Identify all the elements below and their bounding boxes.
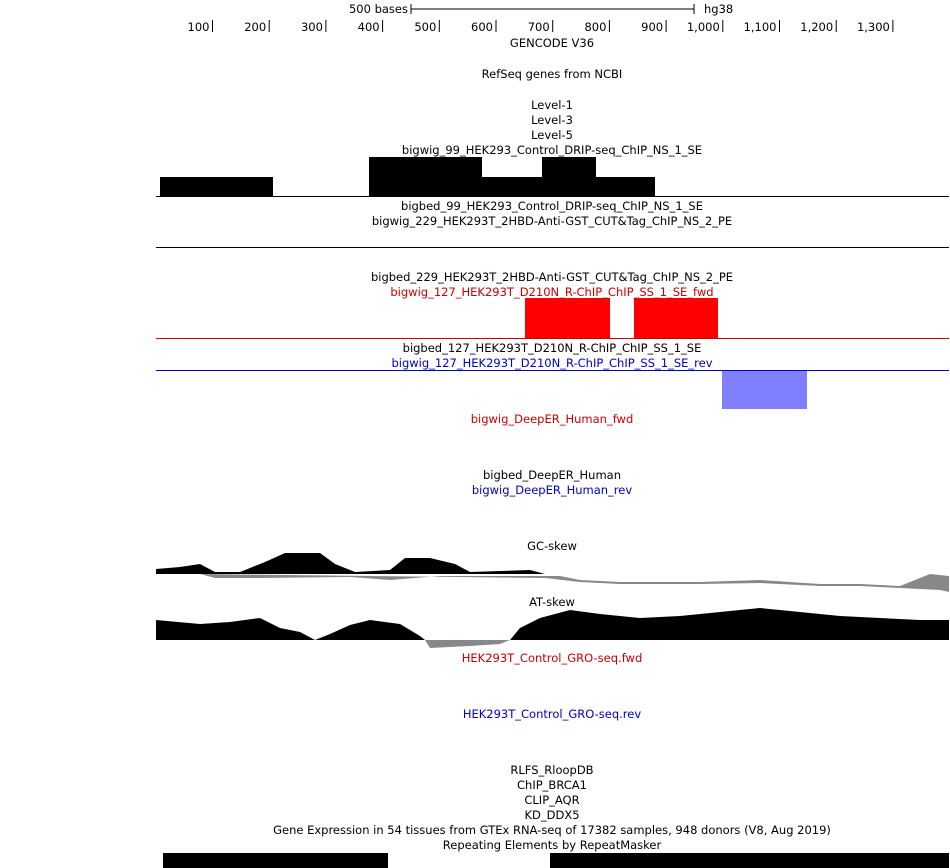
coverage bbox=[160, 177, 273, 196]
gc-skew-negative bbox=[200, 574, 949, 592]
track-label: HEK293T_Control_GRO-seq.rev bbox=[463, 707, 641, 721]
coverage bbox=[369, 157, 482, 177]
track-label: Gene Expression in 54 tissues from GTEx … bbox=[273, 823, 831, 837]
gc-skew-positive bbox=[156, 553, 545, 574]
tick-label: 1,100 bbox=[744, 20, 777, 34]
coverage bbox=[542, 157, 596, 177]
track-label: ChIP_BRCA1 bbox=[517, 778, 587, 792]
track-label: bigbed_99_HEK293_Control_DRIP-seq_ChIP_N… bbox=[401, 199, 703, 213]
scale-label: 500 bases bbox=[349, 2, 408, 16]
tick-label: 900 bbox=[641, 20, 663, 34]
assembly: hg38 bbox=[704, 2, 733, 16]
track-label: HEK293T_Control_GRO-seq.fwd bbox=[462, 651, 643, 665]
ruler bbox=[410, 4, 695, 14]
track-label: bigwig_229_HEK293T_2HBD-Anti-GST_CUT&Tag… bbox=[372, 214, 732, 228]
tick-label: 400 bbox=[358, 20, 380, 34]
track-label: bigwig_127_HEK293T_D210N_R-ChIP_ChIP_SS_… bbox=[390, 285, 713, 299]
track-label: AT-skew bbox=[529, 595, 575, 609]
track-label: bigwig_DeepER_Human_fwd bbox=[471, 412, 634, 426]
coverage bbox=[634, 298, 718, 338]
track-label: RLFS_RloopDB bbox=[510, 763, 593, 777]
tick-label: 200 bbox=[244, 20, 266, 34]
track-label: Level-5 bbox=[531, 128, 573, 142]
track-label: bigwig_DeepER_Human_rev bbox=[472, 483, 633, 497]
tick-label: 100 bbox=[188, 20, 210, 34]
at-skew-positive bbox=[156, 608, 949, 640]
track-label: GENCODE V36 bbox=[510, 36, 594, 50]
track-label: Level-3 bbox=[531, 113, 573, 127]
ruler-ticks: 100 200 300 400 500 600 700 800 900 1,000 1,100 1,2… bbox=[188, 20, 894, 34]
tick-label: 700 bbox=[528, 20, 550, 34]
tick-label: 600 bbox=[471, 20, 493, 34]
coverage bbox=[369, 177, 655, 196]
track-label: bigbed_DeepER_Human bbox=[483, 468, 621, 482]
tick-label: 800 bbox=[584, 20, 606, 34]
coverage bbox=[525, 298, 610, 338]
track-label: bigwig_127_HEK293T_D210N_R-ChIP_ChIP_SS_… bbox=[391, 356, 712, 370]
track-label: Level-1 bbox=[531, 98, 573, 112]
track-label: bigbed_229_HEK293T_2HBD-Anti-GST_CUT&Tag… bbox=[371, 270, 733, 284]
track-shapes bbox=[156, 157, 949, 868]
track-labels: GENCODE V36 RefSeq genes from NCBI Level… bbox=[273, 36, 831, 852]
track-label: KD_DDX5 bbox=[524, 808, 579, 822]
track-label: GC-skew bbox=[527, 539, 577, 553]
track-label: CLIP_AQR bbox=[524, 793, 579, 807]
repeat bbox=[550, 853, 949, 868]
track-label: Repeating Elements by RepeatMasker bbox=[443, 838, 662, 852]
at-skew-negative bbox=[425, 640, 510, 648]
track-label: bigwig_99_HEK293_Control_DRIP-seq_ChIP_N… bbox=[402, 143, 702, 157]
tick-label: 1,000 bbox=[687, 20, 720, 34]
tick-label: 300 bbox=[301, 20, 323, 34]
track-label: bigbed_127_HEK293T_D210N_R-ChIP_ChIP_SS_… bbox=[403, 341, 702, 355]
tick-label: 500 bbox=[414, 20, 436, 34]
tick-label: 1,300 bbox=[857, 20, 890, 34]
repeat bbox=[163, 853, 388, 868]
track-label: RefSeq genes from NCBI bbox=[482, 67, 623, 81]
coverage bbox=[722, 371, 807, 409]
tick-label: 1,200 bbox=[800, 20, 833, 34]
